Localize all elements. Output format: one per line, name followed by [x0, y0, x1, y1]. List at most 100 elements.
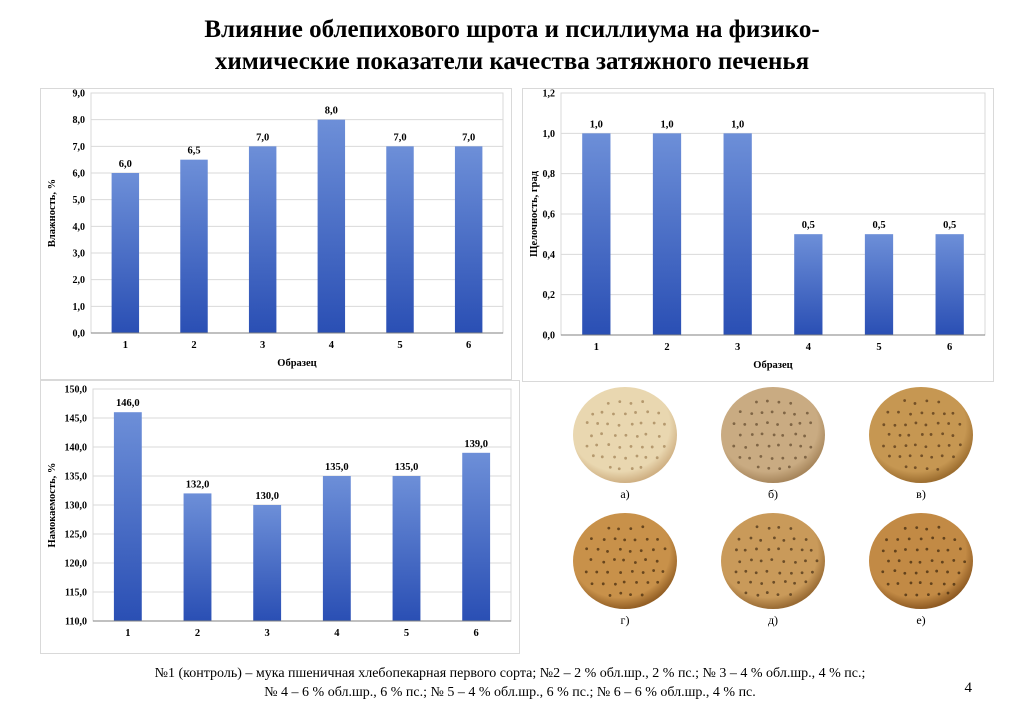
- moisture-data-label: 7,0: [462, 132, 475, 143]
- alkalinity-bar: [935, 234, 964, 335]
- cookie-image: [573, 513, 677, 609]
- moisture-bar: [180, 159, 208, 333]
- moisture-ytick-label: 4,0: [73, 222, 86, 233]
- wettability-chart: 110,0 115,0 120,0 125,0 130,0 135,0 140,0 145,0…: [40, 380, 520, 654]
- wettability-ytick-label: 140,0: [65, 443, 88, 454]
- wettability-xtick-label: 5: [404, 628, 409, 639]
- alkalinity-ytick-label: 0,4: [543, 250, 556, 261]
- alkalinity-ytick-label: 0,6: [543, 210, 556, 221]
- alkalinity-ytick-label: 0,8: [543, 169, 556, 180]
- moisture-chart: 0,0 1,0 2,0 3,0 4,0 5,0 6,0 7,0 8,0 9,0 Влажность,…: [40, 88, 512, 380]
- alkalinity-data-label: 0,5: [943, 220, 956, 231]
- wettability-xtick-label: 4: [334, 628, 340, 639]
- alkalinity-chart-svg: 0,0 0,2 0,4 0,6 0,8 1,0 1,2 Щелочность, град 1,0…: [529, 89, 986, 371]
- wettability-bar: [322, 476, 351, 621]
- wettability-xtick-label: 1: [125, 628, 130, 639]
- moisture-ytick-label: 5,0: [73, 195, 86, 206]
- cookie-image: [869, 387, 973, 483]
- moisture-xtick-label: 3: [260, 340, 265, 351]
- moisture-ytick-label: 8,0: [73, 115, 86, 126]
- moisture-ytick-label: 3,0: [73, 249, 86, 260]
- moisture-xtick-label: 1: [123, 340, 128, 351]
- alkalinity-xtick-label: 1: [594, 342, 599, 353]
- wettability-bar: [392, 476, 421, 621]
- alkalinity-data-label: 1,0: [590, 119, 603, 130]
- wettability-bar: [113, 412, 142, 621]
- moisture-ylabel: Влажность, %: [47, 179, 58, 247]
- cookie-image: [721, 513, 825, 609]
- alkalinity-chart: 0,0 0,2 0,4 0,6 0,8 1,0 1,2 Щелочность, град 1,0…: [522, 88, 994, 382]
- alkalinity-bar: [723, 133, 752, 335]
- alkalinity-bar: [652, 133, 682, 335]
- wettability-data-label: 146,0: [116, 398, 140, 409]
- moisture-chart-svg: 0,0 1,0 2,0 3,0 4,0 5,0 6,0 7,0 8,0 9,0 Влажность,…: [47, 89, 504, 369]
- wettability-ytick-label: 130,0: [65, 501, 88, 512]
- moisture-bar: [317, 119, 346, 334]
- moisture-data-label: 8,0: [325, 106, 338, 117]
- alkalinity-ylabel: Щелочность, град: [529, 170, 540, 257]
- cookie-image: [721, 387, 825, 483]
- cookie-photo-3: в): [851, 385, 991, 502]
- alkalinity-ytick-label: 0,2: [543, 290, 556, 301]
- wettability-ytick-label: 125,0: [65, 530, 88, 541]
- cookie-photo-label: г): [620, 613, 630, 627]
- moisture-xtick-label: 2: [191, 340, 196, 351]
- slide-title-line-1: Влияние облепихового шрота и псиллиума н…: [204, 16, 820, 43]
- cookie-photo-5: д): [703, 511, 843, 628]
- wettability-data-label: 135,0: [325, 462, 349, 473]
- moisture-xtick-label: 5: [397, 340, 402, 351]
- alkalinity-xlabel: Образец: [753, 360, 792, 371]
- cookie-photo-label: а): [620, 487, 630, 501]
- cookie-photo-label: в): [916, 487, 926, 501]
- cookie-photo-label: е): [916, 613, 926, 627]
- alkalinity-xtick-label: 5: [876, 342, 881, 353]
- alkalinity-bar: [794, 234, 823, 335]
- alkalinity-ytick-label: 1,2: [543, 89, 556, 100]
- moisture-data-label: 7,0: [393, 132, 406, 143]
- moisture-ytick-label: 6,0: [73, 169, 86, 180]
- cookie-image: [573, 387, 677, 483]
- moisture-data-label: 7,0: [256, 132, 269, 143]
- alkalinity-data-label: 1,0: [660, 119, 673, 130]
- cookie-photo-label: д): [767, 613, 779, 627]
- slide-title: Влияние облепихового шрота и псиллиума н…: [0, 14, 1024, 78]
- moisture-ytick-label: 9,0: [73, 89, 86, 100]
- moisture-ytick-label: 0,0: [73, 329, 86, 340]
- alkalinity-xtick-label: 4: [806, 342, 812, 353]
- cookie-photo-label: б): [767, 487, 779, 501]
- moisture-xtick-label: 4: [329, 340, 335, 351]
- moisture-bar: [111, 173, 140, 333]
- moisture-ytick-label: 7,0: [73, 142, 86, 153]
- alkalinity-xtick-label: 6: [947, 342, 952, 353]
- wettability-ytick-label: 150,0: [65, 385, 88, 396]
- alkalinity-ytick-label: 1,0: [543, 129, 556, 140]
- wettability-ytick-label: 120,0: [65, 559, 88, 570]
- moisture-bar: [248, 146, 277, 333]
- wettability-ylabel: Намокаемость, %: [47, 463, 58, 548]
- footnote-line-1: №1 (контроль) – мука пшеничная хлебопека…: [154, 666, 866, 681]
- moisture-xtick-label: 6: [466, 340, 471, 351]
- cookie-photo-1: а): [555, 385, 695, 502]
- wettability-ytick-label: 115,0: [65, 588, 87, 599]
- wettability-data-label: 132,0: [186, 479, 210, 490]
- alkalinity-data-label: 0,5: [802, 220, 815, 231]
- alkalinity-data-label: 1,0: [731, 119, 744, 130]
- wettability-xtick-label: 6: [474, 628, 479, 639]
- cookie-photo-2: б): [703, 385, 843, 502]
- wettability-data-label: 139,0: [464, 439, 488, 450]
- slide-title-line-2: химические показатели качества затяжного…: [214, 48, 810, 75]
- moisture-plot-area: [90, 92, 504, 334]
- alkalinity-xtick-label: 2: [664, 342, 669, 353]
- wettability-data-label: 130,0: [255, 491, 279, 502]
- sample-legend-footnote: №1 (контроль) – мука пшеничная хлебопека…: [40, 664, 980, 702]
- alkalinity-xtick-label: 3: [735, 342, 740, 353]
- alkalinity-bar: [582, 133, 611, 335]
- moisture-data-label: 6,5: [187, 146, 200, 157]
- wettability-xtick-label: 3: [265, 628, 270, 639]
- cookie-photo-6: е): [851, 511, 991, 628]
- wettability-ytick-label: 110,0: [65, 617, 87, 628]
- wettability-data-label: 135,0: [395, 462, 419, 473]
- page-number: 4: [964, 680, 973, 696]
- wettability-bar: [462, 452, 491, 621]
- moisture-bar: [454, 146, 483, 333]
